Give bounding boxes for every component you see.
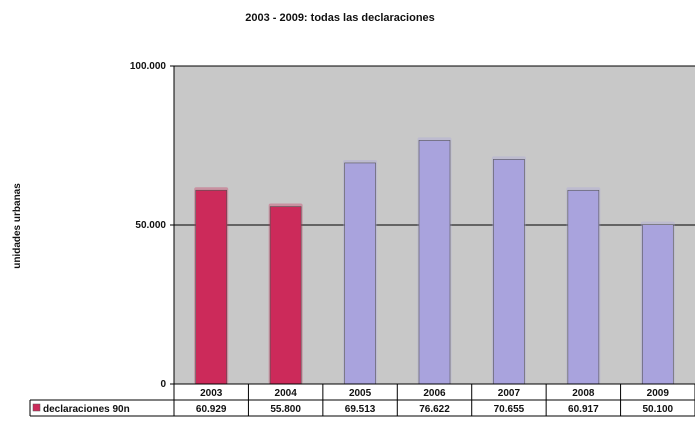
x-tick-label: 2006 xyxy=(423,388,446,399)
chart-title: 2003 - 2009: todas las declaraciones xyxy=(245,12,435,24)
y-tick-label: 50.000 xyxy=(135,220,166,231)
x-tick-label: 2005 xyxy=(349,388,372,399)
y-axis-ticks: 0 50.000 100.000 xyxy=(130,61,174,390)
data-label: 60.917 xyxy=(568,404,599,415)
x-tick-label: 2007 xyxy=(498,388,521,399)
data-label: 69.513 xyxy=(345,404,376,415)
data-label: 76.622 xyxy=(419,404,450,415)
data-label: 55.800 xyxy=(270,404,301,415)
bar-2009 xyxy=(641,224,674,385)
bar-2005 xyxy=(344,162,376,385)
data-table: 2003 60.929 2004 55.800 2005 69.513 2006 76.622… xyxy=(29,383,695,417)
bar-2008 xyxy=(567,189,600,385)
y-tick-label: 100.000 xyxy=(130,61,167,72)
x-tick-label: 2009 xyxy=(647,388,670,399)
data-label: 50.100 xyxy=(642,404,673,415)
bar-2004 xyxy=(269,206,302,385)
bars xyxy=(194,137,675,385)
data-label: 60.929 xyxy=(196,404,227,415)
legend-label: declaraciones 90n xyxy=(43,404,130,415)
y-tick-label: 0 xyxy=(160,379,166,390)
bar-2006 xyxy=(418,140,451,385)
data-label: 70.655 xyxy=(494,404,525,415)
x-tick-label: 2004 xyxy=(275,388,298,399)
legend-swatch xyxy=(32,403,41,412)
x-tick-label: 2008 xyxy=(572,388,595,399)
bar-2003 xyxy=(195,189,228,385)
bar-2007 xyxy=(493,159,525,385)
y-axis-label: unidades urbanas xyxy=(12,183,23,269)
x-tick-label: 2003 xyxy=(200,388,223,399)
